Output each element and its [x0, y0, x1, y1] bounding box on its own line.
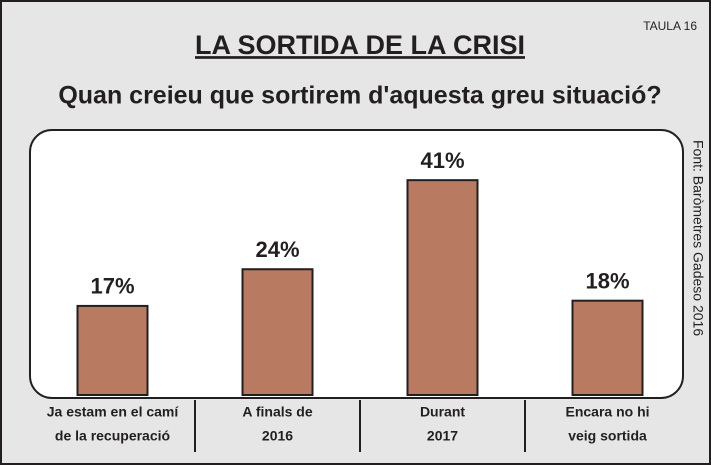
chart-title: LA SORTIDA DE LA CRISI — [195, 30, 525, 60]
bar — [571, 299, 644, 396]
x-tick-label: Ja estam en el camí — [47, 404, 180, 420]
table-tag: TAULA 16 — [643, 19, 697, 33]
value-label: 41% — [420, 148, 464, 173]
x-tick-label: Durant — [420, 404, 465, 420]
plot-panel — [29, 129, 684, 399]
bar — [76, 304, 149, 397]
value-label: 18% — [585, 268, 629, 293]
source-note: Font: Baròmetres Gadeso 2016 — [690, 140, 706, 336]
x-tick-label: Encara no hi — [565, 404, 649, 420]
x-tick-label: 2016 — [262, 428, 293, 444]
bar — [406, 179, 479, 396]
x-tick-label: A finals de — [242, 404, 312, 420]
x-tick-label: veig sortida — [568, 428, 647, 444]
chart-subtitle: Quan creieu que sortirem d'aquesta greu … — [58, 82, 661, 110]
x-tick-label: de la recuperació — [55, 428, 170, 444]
bar — [241, 268, 314, 396]
x-tick-label: 2017 — [427, 428, 458, 444]
value-label: 24% — [255, 237, 299, 262]
value-label: 17% — [90, 274, 134, 299]
